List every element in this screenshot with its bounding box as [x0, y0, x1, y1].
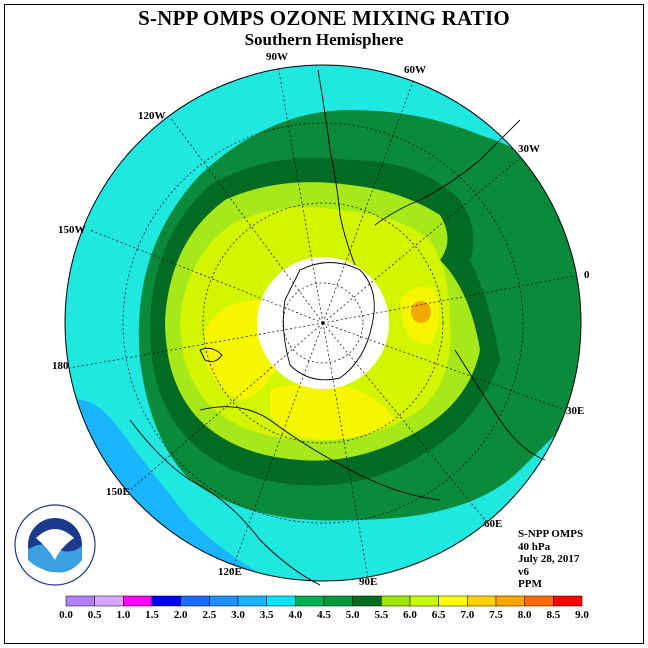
south-pole-dot: [321, 321, 325, 325]
colorbar-tick-label: 6.0: [403, 609, 417, 621]
latitude-circle-3: [282, 282, 364, 364]
meridian-60w: [322, 78, 415, 324]
meridian-60e: [322, 322, 486, 521]
lon-label-120w: 120W: [138, 110, 166, 122]
colorbar-swatch: [94, 595, 124, 607]
colorbar-tick-label: 5.0: [345, 609, 360, 621]
lon-label-30w: 30W: [518, 143, 540, 155]
noaa-logo: [14, 504, 96, 586]
colorbar-tick-label: 1.0: [116, 609, 131, 621]
info-block: S-NPP OMPS 40 hPa July 28, 2017 v6 PPM: [518, 528, 583, 591]
lon-label-90e: 90E: [359, 576, 378, 588]
lon-label-150e: 150E: [106, 486, 130, 498]
new-zealand: [199, 347, 223, 363]
africa-coast: [454, 349, 546, 461]
colorbar-tick-label: 9.0: [575, 609, 589, 621]
meridian-150e: [129, 322, 324, 491]
australia-coast: [199, 406, 441, 501]
australia-west: [129, 419, 321, 586]
lon-label-30e: 30E: [566, 405, 585, 417]
map-frame: [4, 4, 644, 644]
info-level: 40 hPa: [518, 540, 551, 553]
colorbar-swatch: [65, 595, 95, 607]
colorbar-tick-label: 8.0: [517, 609, 532, 621]
colorbar-swatch: [381, 595, 411, 607]
colorbar-tick-label: 0.5: [87, 609, 102, 621]
logo-gull: [36, 529, 74, 560]
graticule: [122, 122, 524, 524]
info-units: PPM: [518, 578, 542, 590]
colorbar-swatch: [151, 595, 181, 607]
colorbar-tick-label: 7.0: [460, 609, 475, 621]
lon-label-150w: 150W: [58, 224, 86, 236]
band-6-5-south: [270, 383, 395, 440]
meridian-90w: [277, 65, 324, 324]
south-america-east: [374, 119, 521, 226]
meridians: [69, 65, 581, 579]
colorbar-swatch: [495, 595, 525, 607]
colorbar-tick-label: 0.0: [59, 609, 73, 621]
colorbar-swatch: [123, 595, 153, 607]
colorbar-tick-label: 7.5: [489, 609, 503, 621]
colorbar-swatch: [553, 595, 583, 607]
colorbar-swatch: [409, 595, 439, 607]
lon-label-60w: 60W: [404, 64, 426, 76]
colorbar-swatch: [524, 595, 554, 607]
colorbar-tick-label: 2.5: [202, 609, 217, 621]
lon-label-180: 180: [52, 360, 69, 372]
map-title: S-NPP OMPS OZONE MIXING RATIO: [138, 6, 510, 30]
colorbar-tick-label: 5.5: [374, 609, 389, 621]
colorbar-swatch: [295, 595, 325, 607]
band-7-0-max: [411, 301, 431, 323]
colorbar-tick-label: 8.5: [546, 609, 561, 621]
colorbar-tick-label: 4.5: [317, 609, 331, 621]
coastlines: [129, 69, 546, 586]
colorbar-swatch: [237, 595, 267, 607]
colorbar-tick-label: 1.5: [145, 609, 159, 621]
latitude-circle-1: [122, 122, 524, 524]
meridian-150w: [89, 229, 324, 324]
lon-label-120e: 120E: [218, 566, 242, 578]
info-version: v6: [518, 565, 529, 578]
lon-label-0: 0: [584, 269, 590, 281]
lon-label-60e: 60E: [484, 518, 503, 530]
colorbar-swatch: [209, 595, 239, 607]
south-america-coast: [317, 69, 356, 266]
latitude-circle-2: [202, 202, 444, 444]
lon-label-90w: 90W: [266, 51, 288, 63]
map-boundary: [64, 64, 582, 582]
colorbar-swatch: [438, 595, 468, 607]
colorbar-tick-label: 4.0: [288, 609, 303, 621]
colorbar-swatch: [467, 595, 497, 607]
colorbar-tick-label: 3.5: [259, 609, 274, 621]
meridian-0: [322, 274, 581, 324]
colorbar-swatch: [323, 595, 353, 607]
colorbar-swatch: [352, 595, 382, 607]
info-instrument: S-NPP OMPS: [518, 528, 584, 540]
colorbar-tick-label: 6.5: [431, 609, 446, 621]
colorbar-tick-label: 3.0: [231, 609, 245, 621]
colorbar-swatch: [266, 595, 296, 607]
colorbar-swatch: [180, 595, 210, 607]
colorbar-tick-label: 2.0: [173, 609, 188, 621]
info-date: July 28, 2017: [518, 553, 580, 565]
antarctica-coast: [282, 262, 375, 381]
map-subtitle: Southern Hemisphere: [244, 30, 404, 49]
